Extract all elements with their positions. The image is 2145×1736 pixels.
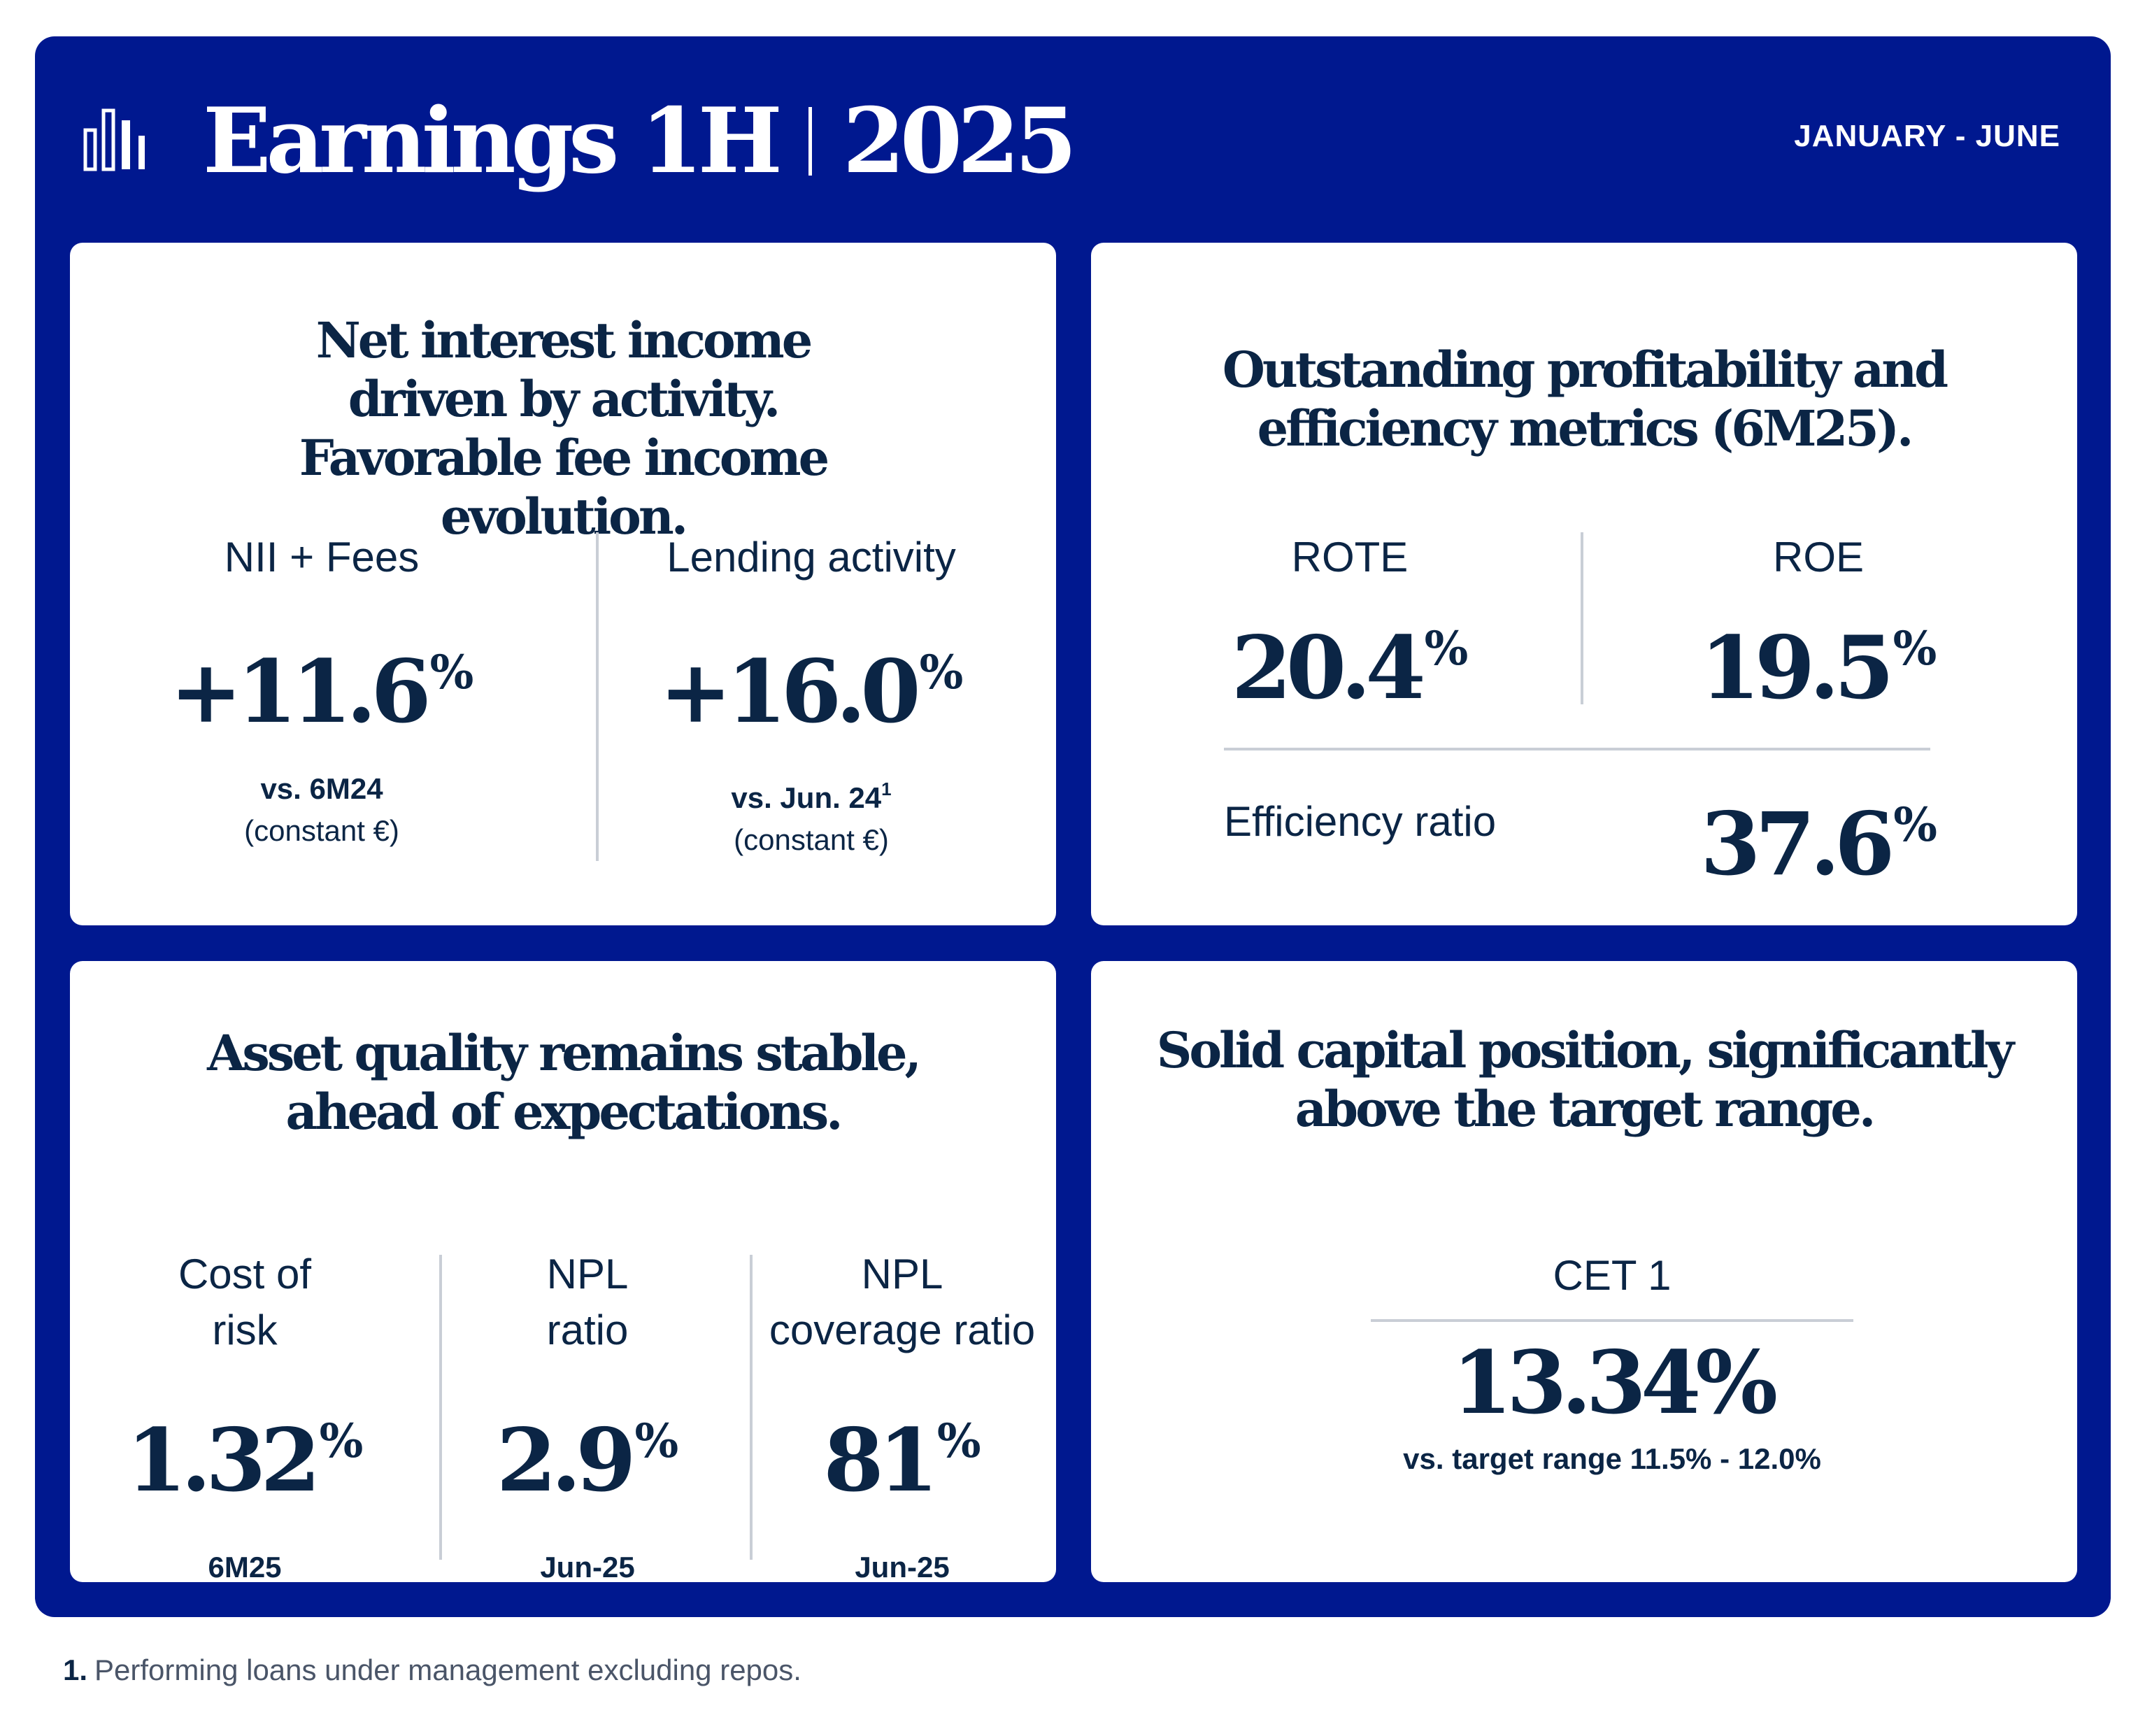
metric-value: 81% bbox=[823, 1410, 981, 1511]
metric-label-line2: risk bbox=[212, 1307, 278, 1353]
page-title: Earnings 1H 2025 bbox=[203, 85, 1077, 197]
card-capital-position: Solid capital position, significantly ab… bbox=[1091, 961, 2077, 1582]
title-separator bbox=[808, 107, 812, 176]
title-main: Earnings 1H bbox=[203, 89, 783, 194]
divider bbox=[750, 1255, 753, 1560]
title-year: 2025 bbox=[842, 89, 1077, 194]
metric-label-line1: NPL bbox=[861, 1251, 943, 1297]
metric-value: 2.9% bbox=[496, 1410, 679, 1511]
header: Earnings 1H 2025 JANUARY - JUNE bbox=[35, 36, 2111, 239]
footnote: 1. Performing loans under management excl… bbox=[63, 1653, 801, 1687]
metric-label-line2: coverage ratio bbox=[769, 1307, 1036, 1353]
metric-value: +16.0% bbox=[659, 641, 964, 743]
metric-label: ROE bbox=[1772, 534, 1865, 581]
card-net-interest-income: Net interest income driven by activity. … bbox=[70, 243, 1056, 925]
metric-rote: ROTE 20.4% bbox=[1196, 529, 1504, 718]
footnote-ref[interactable]: 1 bbox=[881, 778, 892, 799]
card-asset-quality: Asset quality remains stable, ahead of e… bbox=[70, 961, 1056, 1584]
metric-label-line1: NPL bbox=[546, 1251, 629, 1297]
metric-note: Jun-25 bbox=[540, 1551, 635, 1584]
period-label: JANUARY - JUNE bbox=[1794, 119, 2060, 153]
earnings-panel: Earnings 1H 2025 JANUARY - JUNE Net inte… bbox=[35, 36, 2111, 1617]
metric-label: CET 1 bbox=[1553, 1252, 1672, 1299]
metric-subnote: (constant €) bbox=[734, 823, 889, 856]
metric-label-line1: Cost of bbox=[178, 1251, 312, 1297]
metric-note: vs. Jun. 241 bbox=[731, 778, 892, 814]
metric-value: 20.4% bbox=[1231, 618, 1469, 719]
metric-note: vs. 6M24 bbox=[260, 772, 383, 805]
efficiency-label: Efficiency ratio bbox=[1224, 798, 1497, 845]
metric-subnote: (constant €) bbox=[244, 814, 399, 847]
metric-note: 6M25 bbox=[208, 1551, 282, 1584]
divider bbox=[1581, 532, 1583, 704]
metric-cost-of-risk: Cost of risk 1.32% 6M25 bbox=[112, 1246, 378, 1588]
card-heading: Outstanding profitability and efficiency… bbox=[1222, 341, 1948, 457]
metric-value: 1.32% bbox=[126, 1410, 364, 1511]
metric-label-line2: ratio bbox=[546, 1307, 629, 1353]
metric-label: ROTE bbox=[1291, 534, 1409, 581]
divider bbox=[1224, 748, 1930, 750]
metric-note: vs. target range 11.5% - 12.0% bbox=[1403, 1442, 1821, 1475]
footnote-number: 1. bbox=[63, 1653, 88, 1686]
card-heading: Asset quality remains stable, ahead of e… bbox=[207, 1024, 922, 1141]
metric-value: +11.6% bbox=[169, 641, 474, 743]
metric-lending-activity: Lending activity +16.0% vs. Jun. 241 (co… bbox=[615, 529, 1007, 861]
efficiency-value: 37.6% bbox=[1700, 794, 1937, 895]
footnote-text: Performing loans under management exclud… bbox=[94, 1653, 801, 1686]
metric-value: 13.34% bbox=[1451, 1332, 1778, 1434]
metric-roe: ROE 19.5% bbox=[1665, 529, 1972, 718]
card-heading: Solid capital position, significantly ab… bbox=[1156, 1021, 2014, 1138]
metric-npl-ratio: NPL ratio 2.9% Jun-25 bbox=[448, 1246, 727, 1588]
bar-chart-icon bbox=[83, 108, 145, 171]
metric-nii-fees: NII + Fees +11.6% vs. 6M24 (constant €) bbox=[126, 529, 518, 852]
metric-npl-coverage-ratio: NPL coverage ratio 81% Jun-25 bbox=[762, 1246, 1042, 1588]
card-profitability: Outstanding profitability and efficiency… bbox=[1091, 243, 2077, 925]
metric-label: Lending activity bbox=[667, 534, 956, 581]
metric-value: 19.5% bbox=[1699, 618, 1937, 719]
divider bbox=[439, 1255, 442, 1560]
card-heading: Net interest income driven by activity. … bbox=[299, 311, 829, 546]
metric-cet1: CET 1 13.34% vs. target range 11.5% - 12… bbox=[1371, 1248, 1853, 1480]
metric-note: Jun-25 bbox=[855, 1551, 950, 1584]
divider bbox=[596, 532, 599, 861]
divider bbox=[1371, 1319, 1853, 1322]
metric-label: NII + Fees bbox=[224, 534, 420, 581]
